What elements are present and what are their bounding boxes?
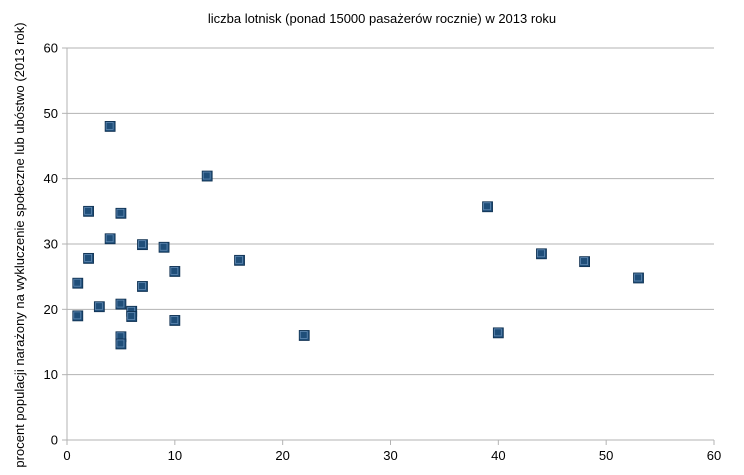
- data-point: [115, 338, 127, 350]
- data-point: [482, 201, 493, 213]
- y-tick-label: 40: [44, 171, 58, 186]
- y-tick-label: 10: [44, 367, 58, 382]
- data-point: [72, 277, 84, 289]
- axes: [62, 47, 715, 445]
- data-point: [234, 254, 245, 266]
- data-point: [633, 272, 644, 284]
- x-tick-label: 30: [383, 448, 397, 463]
- data-point: [83, 252, 94, 264]
- y-tick-label: 0: [51, 433, 58, 448]
- data-point: [201, 170, 213, 182]
- data-point: [492, 327, 504, 339]
- y-tick-label: 60: [44, 41, 58, 56]
- data-point: [83, 205, 94, 217]
- x-tick-label: 50: [599, 448, 613, 463]
- data-points: [72, 121, 644, 350]
- data-point: [115, 207, 127, 219]
- y-tick-label: 20: [44, 302, 58, 317]
- data-point: [137, 281, 148, 292]
- data-point: [93, 301, 105, 313]
- x-tick-label: 40: [491, 448, 505, 463]
- chart-title: liczba lotnisk (ponad 15000 pasażerów ro…: [208, 11, 556, 26]
- data-point: [104, 233, 116, 245]
- data-point: [536, 248, 547, 260]
- data-point: [298, 330, 310, 341]
- y-tick-label: 30: [44, 237, 58, 252]
- y-axis-title: procent populacji narażony na wykluczeni…: [12, 22, 27, 467]
- data-point: [169, 266, 181, 277]
- x-tick-labels: 0 10 20 30 40 50 60: [63, 448, 721, 463]
- data-point: [104, 121, 116, 132]
- data-point: [115, 298, 127, 310]
- x-tick-label: 10: [168, 448, 182, 463]
- gridlines: [67, 47, 714, 376]
- data-point: [579, 256, 590, 268]
- data-point: [72, 310, 84, 322]
- data-point: [126, 311, 138, 322]
- x-tick-label: 60: [707, 448, 721, 463]
- x-tick-label: 0: [63, 448, 70, 463]
- data-point: [169, 315, 181, 326]
- x-tick-label: 20: [275, 448, 289, 463]
- data-point: [137, 239, 148, 251]
- y-tick-label: 50: [44, 106, 58, 121]
- data-point: [158, 241, 170, 253]
- y-tick-labels: 0 10 20 30 40 50 60: [44, 41, 58, 448]
